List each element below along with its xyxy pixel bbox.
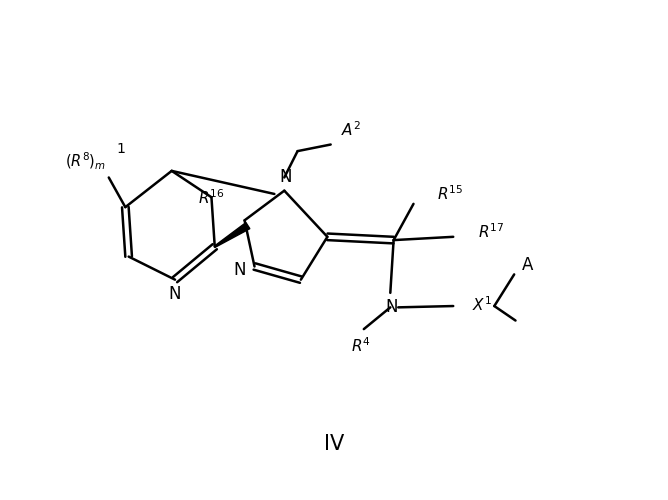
Text: $R^{17}$: $R^{17}$ [478, 222, 505, 241]
Text: N: N [234, 261, 246, 279]
Text: $X^1$: $X^1$ [472, 296, 492, 314]
Polygon shape [214, 222, 250, 248]
Text: $R^{16}$: $R^{16}$ [198, 188, 224, 206]
Text: N: N [279, 168, 292, 186]
Text: $A^2$: $A^2$ [341, 120, 361, 140]
Text: 1: 1 [117, 142, 126, 156]
Text: A: A [522, 256, 533, 274]
Text: IV: IV [324, 434, 344, 454]
Text: N: N [385, 298, 398, 316]
Text: $R^4$: $R^4$ [351, 336, 371, 355]
Text: $(R^8)_m$: $(R^8)_m$ [65, 150, 106, 172]
Text: $R^{15}$: $R^{15}$ [437, 184, 463, 204]
Text: N: N [169, 285, 181, 303]
